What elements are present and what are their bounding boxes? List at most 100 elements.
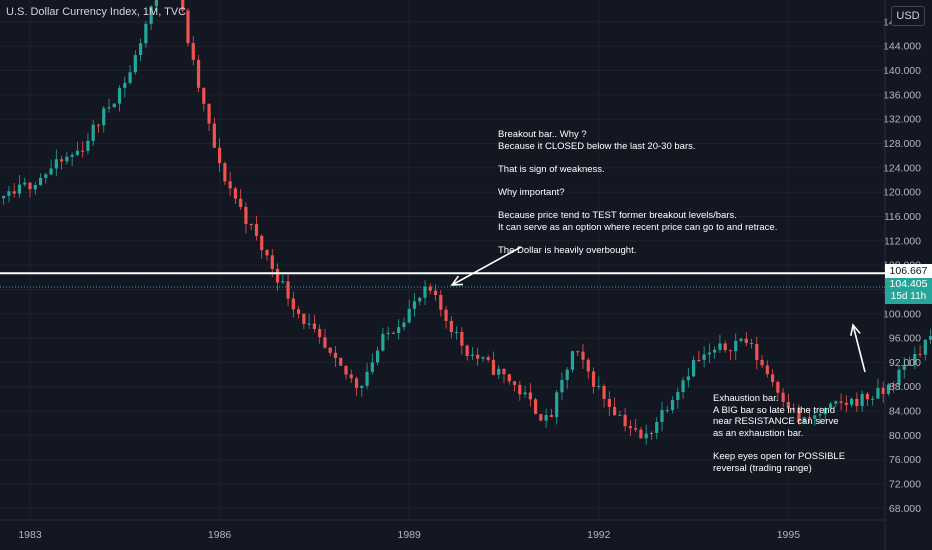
y-tick-label: 72.000 [889,479,921,491]
candle [117,87,122,104]
candle [892,384,896,386]
candle [755,343,759,361]
candle [618,414,622,416]
last-price: 104.405 [889,278,928,290]
candle [807,417,812,419]
candle [412,301,417,309]
exhaustion-arrow[interactable] [852,324,866,373]
candle [565,369,569,380]
candle [423,286,427,298]
y-tick-label: 140.000 [883,65,921,77]
y-tick-label: 144.000 [883,41,921,53]
candle [539,414,543,421]
candle [344,365,348,375]
candle [107,107,111,109]
candle [339,357,343,366]
candle [818,414,822,416]
candle [370,362,374,372]
candle [670,399,675,411]
candle [444,309,448,321]
candle [649,433,654,435]
candle [502,368,506,375]
candle [402,322,406,328]
candle [102,108,106,126]
candle [765,365,769,375]
candle [518,384,522,395]
candle [781,392,785,402]
exhaustion-note: Exhaustion bar. A BIG bar so late in the… [713,393,846,474]
candle [133,54,137,73]
candle [734,340,738,352]
candle [81,150,85,152]
y-tick-label: 88.000 [889,381,921,393]
candle [718,343,722,350]
y-tick-label: 112.000 [884,235,921,247]
candle [418,297,422,302]
candle [191,43,195,60]
candle [560,379,564,393]
candle [902,365,906,370]
candle [913,353,917,365]
y-tick-label: 84.000 [889,406,921,418]
candle [44,174,48,178]
x-tick-label: 1992 [587,529,611,541]
currency-button[interactable]: USD [891,6,925,26]
candle [212,123,216,148]
candle [876,387,880,399]
candle [723,343,727,351]
grid [0,0,885,520]
candle [491,359,496,375]
candle [534,399,538,415]
candle [196,59,201,88]
candle [771,374,775,382]
resistance-price-tag: 106.667 [885,264,932,278]
candle [307,323,311,325]
candle [639,429,643,439]
candle [681,380,685,393]
candle [860,393,864,407]
candle [323,337,327,348]
candle [455,331,459,333]
candle [871,398,875,400]
y-tick-label: 76.000 [889,454,921,466]
candle [470,354,474,356]
candle [523,392,527,395]
candle [260,235,264,251]
candle [218,147,222,164]
candle [239,198,243,207]
candle [2,195,6,199]
candle [312,323,316,329]
candle [270,255,274,269]
candle [665,410,669,412]
candle [776,381,780,393]
candle [65,156,69,162]
y-tick-label: 96.000 [889,333,921,345]
candle [460,331,464,346]
y-tick-label: 116.000 [884,211,921,223]
candle [707,352,711,355]
candle [60,159,64,162]
candle [333,352,338,358]
candle [713,349,717,353]
candle [839,401,843,403]
candle [602,386,606,399]
candle [354,378,359,388]
candle [365,371,369,386]
candle [613,406,617,416]
candle [591,371,596,387]
breakout-arrow[interactable] [451,246,522,286]
candle [476,354,480,359]
y-tick-label: 120.000 [883,187,921,199]
candle [797,408,801,422]
annotations [0,246,885,373]
candle [481,357,485,359]
countdown: 15d 11h [890,291,927,302]
candle [407,308,411,323]
breakout-arrow-head [450,275,464,286]
candle [302,313,306,324]
candle [555,392,559,417]
candle [739,338,743,341]
